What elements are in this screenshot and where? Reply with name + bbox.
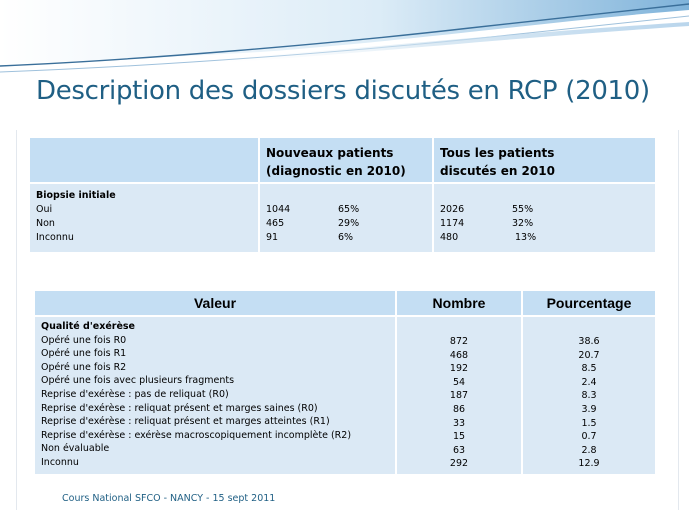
header-all-patients-line2: discutés en 2010	[440, 164, 555, 178]
biopsy-table-header: Nouveaux patients (diagnostic en 2010) T…	[30, 138, 655, 182]
section-title: Biopsie initiale	[36, 190, 116, 201]
row-label: Inconnu	[36, 232, 74, 243]
value-percent: 3.9	[581, 403, 597, 415]
value-percent: 2.4	[581, 376, 597, 388]
resection-quality-table: Valeur Nombre Pourcentage Qualité d'exér…	[35, 291, 655, 474]
value-count: 1044	[266, 204, 291, 215]
header-all-patients: Tous les patients discutés en 2010	[434, 138, 655, 182]
resection-labels-cell: Qualité d'exérèse Opéré une fois R0 Opér…	[35, 317, 395, 474]
row-label: Non	[36, 218, 55, 229]
row-label: Reprise d'exérèse : reliquat présent et …	[41, 416, 330, 428]
header-valeur: Valeur	[35, 291, 395, 315]
value-count: 192	[449, 363, 469, 375]
biopsy-table-body: Biopsie initiale Oui Non Inconnu 1044 65%…	[30, 184, 655, 252]
header-nombre: Nombre	[397, 291, 521, 315]
all-patients-values-cell: 2026 55% 1174 32% 480 13%	[434, 184, 655, 252]
slide-title: Description des dossiers discutés en RCP…	[36, 76, 650, 106]
row-label: Opéré une fois R1	[41, 348, 127, 360]
header-empty-cell	[30, 138, 258, 182]
row-label: Reprise d'exérèse : reliquat présent et …	[41, 402, 318, 414]
value-count: 2026	[440, 204, 465, 215]
new-patients-values-cell: 1044 65% 465 29% 91 6%	[260, 184, 432, 252]
row-label: Opéré une fois R0	[41, 334, 127, 346]
value-count: 1174	[440, 218, 465, 229]
row-label: Non évaluable	[41, 443, 110, 455]
value-percent: 8.5	[581, 363, 597, 375]
resection-percent-cell: 38.6 20.7 8.5 2.4 8.3 3.9 1.5 0.7 2.8 12…	[523, 317, 655, 474]
value-percent: 29%	[338, 218, 360, 229]
row-label: Opéré une fois R2	[41, 361, 127, 373]
header-new-patients: Nouveaux patients (diagnostic en 2010)	[260, 138, 432, 182]
value-percent: 13%	[515, 232, 537, 243]
header-new-patients-line2: (diagnostic en 2010)	[266, 164, 406, 178]
section-title: Qualité d'exérèse	[41, 321, 136, 332]
value-count: 465	[266, 218, 285, 229]
value-count: 33	[452, 417, 466, 429]
value-count: 91	[266, 232, 279, 243]
value-percent: 55%	[512, 204, 534, 215]
header-pourcentage: Pourcentage	[523, 291, 655, 315]
row-label: Inconnu	[41, 456, 79, 468]
value-percent: 32%	[512, 218, 534, 229]
value-count: 480	[440, 232, 459, 243]
slide-footer: Cours National SFCO - NANCY - 15 sept 20…	[62, 493, 276, 504]
value-count: 63	[452, 444, 466, 456]
value-percent: 38.6	[578, 336, 600, 347]
value-percent: 6%	[338, 232, 354, 243]
value-percent: 2.8	[581, 444, 597, 456]
biopsy-labels-cell: Biopsie initiale Oui Non Inconnu	[30, 184, 258, 252]
header-decoration	[0, 0, 689, 73]
row-label: Opéré une fois avec plusieurs fragments	[41, 375, 235, 387]
value-count: 54	[452, 376, 466, 388]
value-count: 86	[452, 403, 466, 415]
resection-count-cell: 872 468 192 54 187 86 33 15 63 292	[397, 317, 521, 474]
value-percent: 0.7	[581, 431, 597, 443]
value-count: 872	[449, 336, 469, 347]
header-all-patients-line1: Tous les patients	[440, 146, 555, 160]
biopsy-table: Nouveaux patients (diagnostic en 2010) T…	[30, 138, 655, 252]
value-count: 187	[449, 390, 469, 402]
value-count: 292	[449, 458, 469, 470]
value-percent: 20.7	[578, 349, 600, 361]
row-label: Reprise d'exérèse : pas de reliquat (R0)	[41, 388, 229, 400]
header-new-patients-line1: Nouveaux patients	[266, 146, 394, 160]
resection-table-body: Qualité d'exérèse Opéré une fois R0 Opér…	[35, 317, 655, 474]
value-count: 468	[449, 349, 469, 361]
row-label: Reprise d'exérèse : exérèse macroscopiqu…	[41, 429, 352, 441]
value-percent: 8.3	[581, 390, 597, 402]
row-label: Oui	[36, 204, 53, 215]
value-percent: 65%	[338, 204, 360, 215]
resection-table-header: Valeur Nombre Pourcentage	[35, 291, 655, 315]
value-percent: 12.9	[578, 458, 600, 470]
content-frame	[16, 130, 679, 510]
value-percent: 1.5	[581, 417, 597, 429]
value-count: 15	[452, 431, 466, 443]
